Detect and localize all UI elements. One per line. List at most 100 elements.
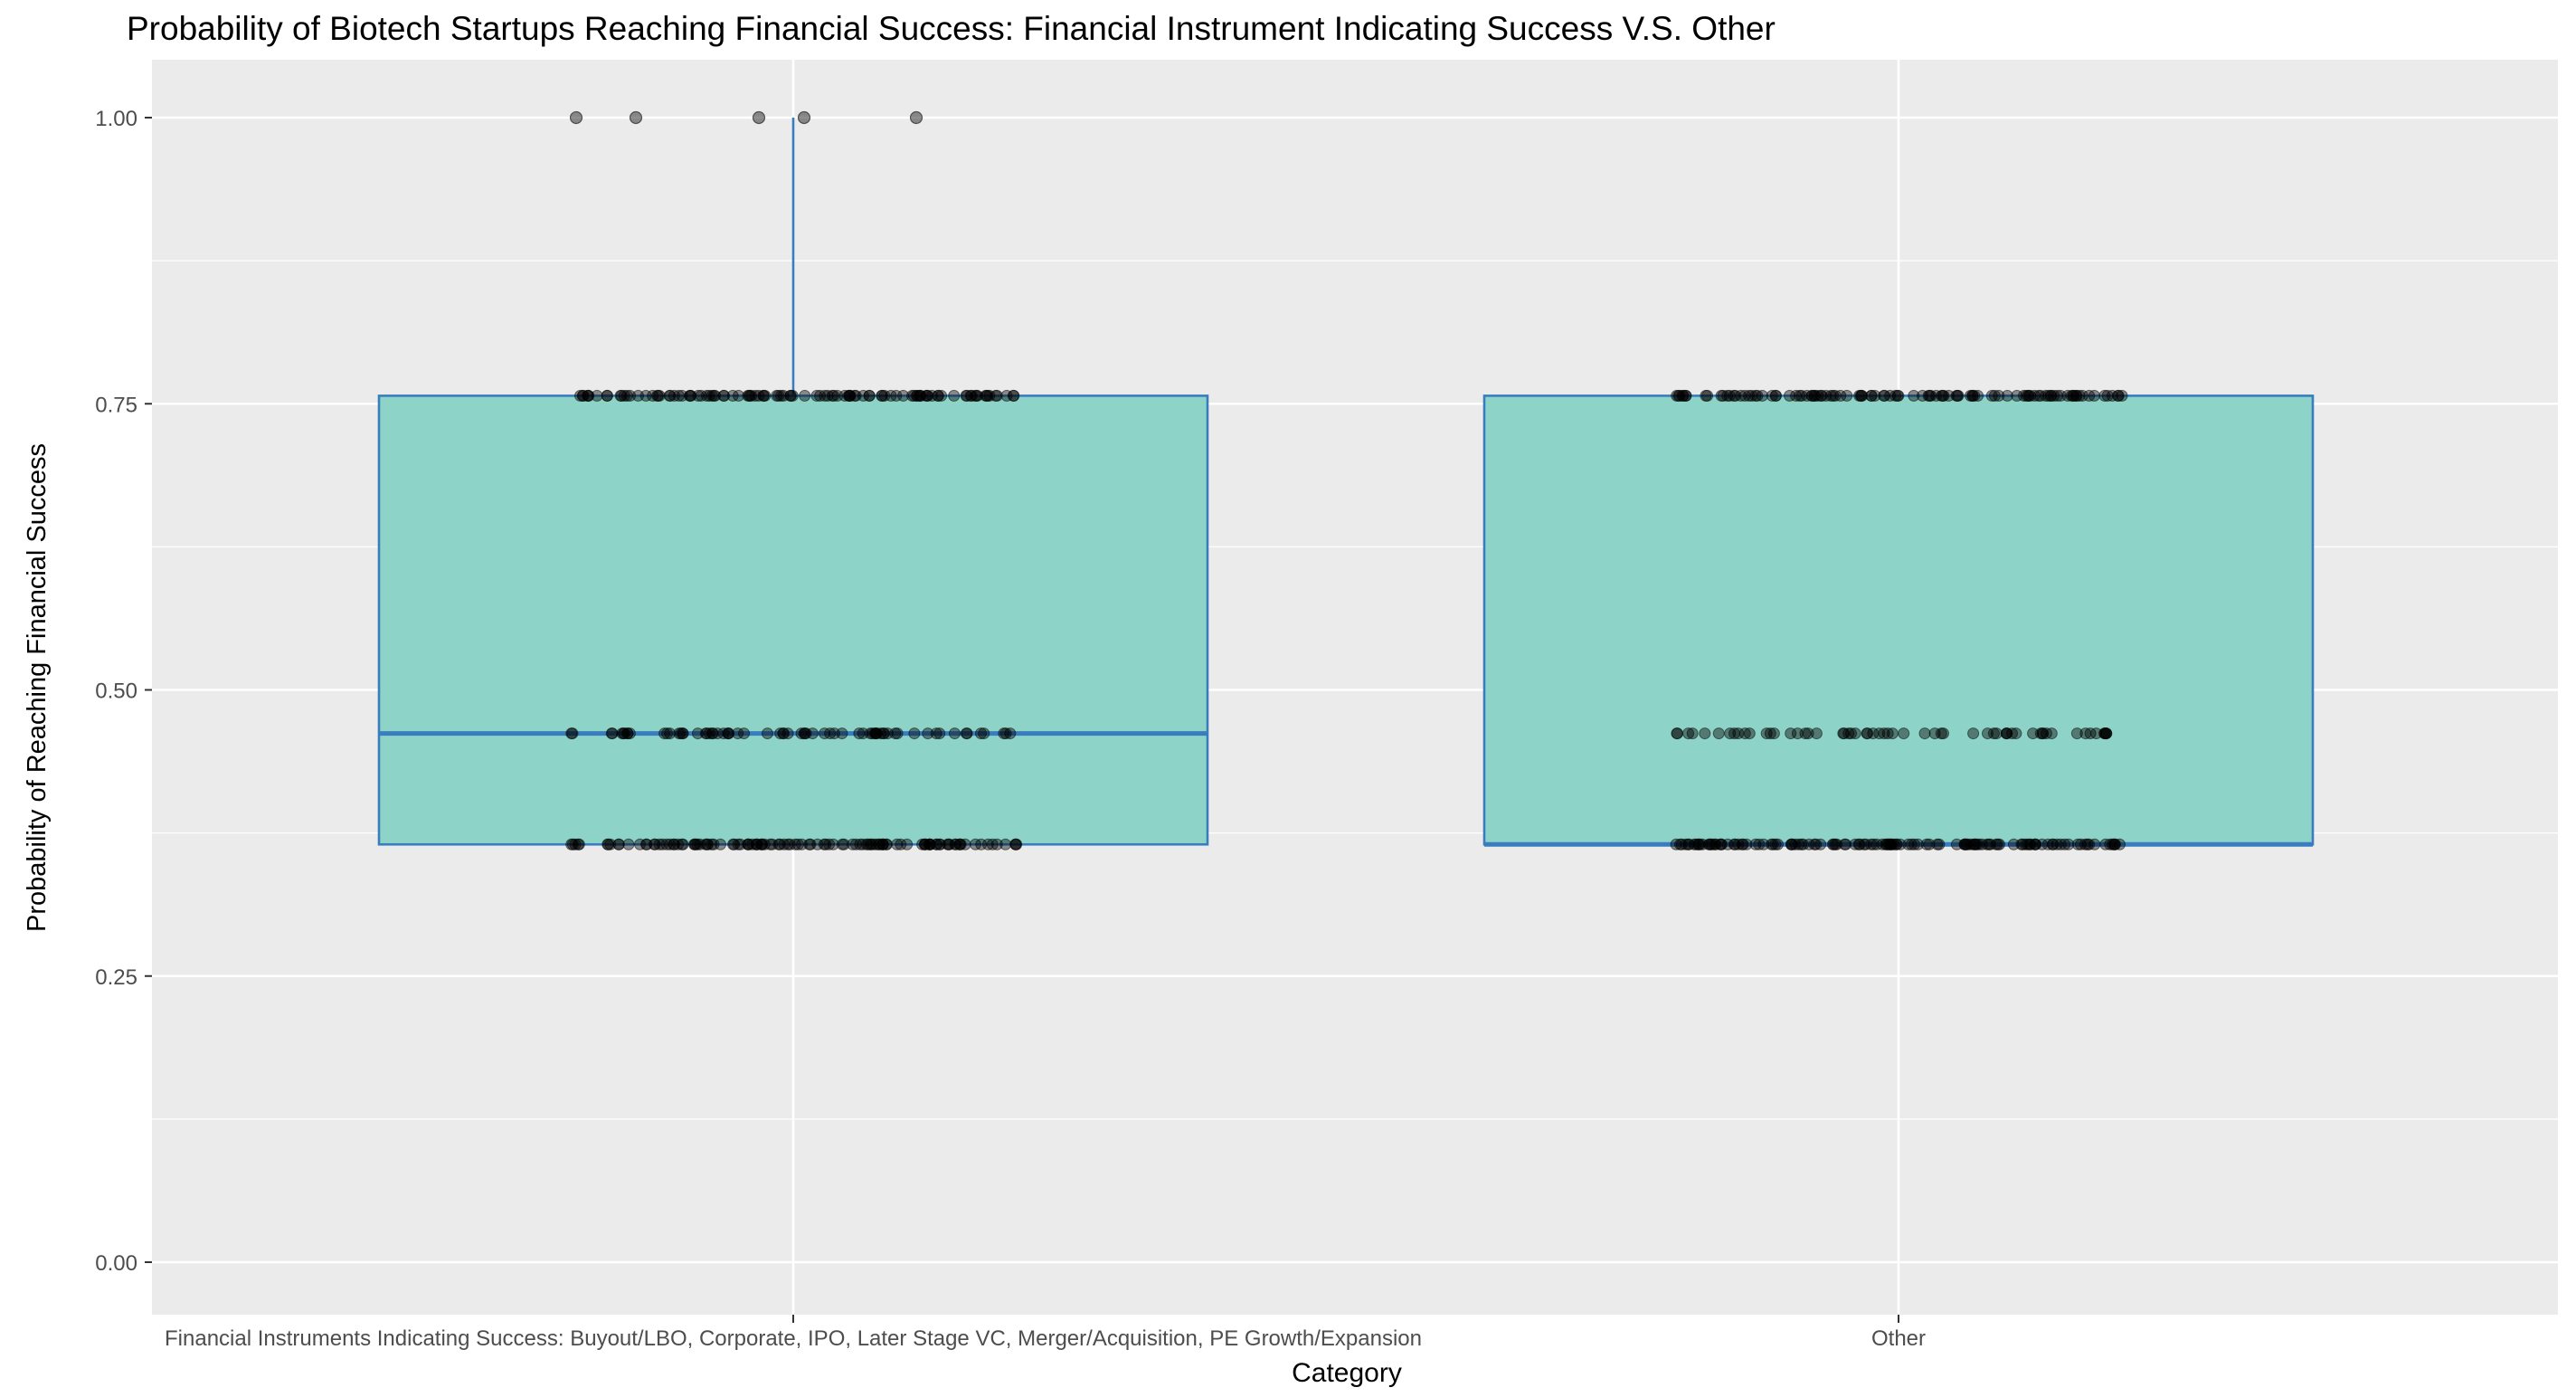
data-point — [1841, 389, 1853, 402]
data-point — [1993, 389, 2005, 402]
data-point — [2081, 838, 2094, 851]
data-point — [1671, 727, 1683, 740]
data-point — [709, 389, 722, 402]
data-point — [1853, 389, 1866, 402]
data-point — [1936, 389, 1948, 402]
y-tick-label: 0.75 — [95, 393, 137, 417]
data-point — [1008, 389, 1020, 402]
data-point — [823, 838, 836, 851]
data-point — [969, 389, 981, 402]
data-point — [1740, 838, 1753, 851]
data-point — [1911, 838, 1924, 851]
jitter-points — [565, 389, 2128, 851]
data-point — [869, 727, 882, 740]
data-point — [1827, 389, 1840, 402]
data-point — [949, 838, 961, 851]
data-point — [2036, 838, 2049, 851]
data-point — [668, 838, 680, 851]
data-point — [2116, 389, 2128, 402]
data-point — [908, 727, 921, 740]
y-tick-label: 1.00 — [95, 107, 137, 131]
data-point — [1982, 727, 1994, 740]
data-point — [1987, 727, 2000, 740]
data-point — [1746, 389, 1758, 402]
data-point — [2050, 389, 2063, 402]
data-point — [889, 727, 902, 740]
outlier-point — [569, 110, 583, 125]
data-point — [1860, 838, 1872, 851]
data-point — [692, 727, 704, 740]
data-point — [733, 389, 744, 402]
data-point — [1814, 838, 1827, 851]
data-point — [1928, 727, 1941, 740]
data-point — [961, 389, 973, 402]
data-point — [836, 838, 848, 851]
data-point — [854, 838, 867, 851]
data-point — [1769, 389, 1782, 402]
data-point — [677, 727, 689, 740]
y-tick-label: 0.00 — [95, 1251, 137, 1276]
data-point — [742, 838, 754, 851]
data-point — [634, 838, 646, 851]
box-1 — [377, 394, 1209, 846]
data-point — [1967, 727, 1980, 740]
data-point — [961, 727, 972, 740]
data-point — [1766, 838, 1777, 851]
data-point — [1923, 838, 1936, 851]
data-point — [1715, 389, 1728, 402]
data-point — [799, 389, 811, 402]
data-point — [1884, 389, 1897, 402]
data-point — [2001, 389, 2013, 402]
data-point — [1961, 838, 1974, 851]
data-point — [949, 727, 961, 740]
data-point — [1810, 838, 1823, 851]
data-point — [1965, 389, 1976, 402]
data-point — [689, 838, 702, 851]
data-point — [1010, 838, 1023, 851]
data-point — [1699, 727, 1711, 740]
data-point — [566, 838, 579, 851]
data-point — [2010, 727, 2022, 740]
data-point — [651, 389, 664, 402]
data-point — [738, 727, 750, 740]
data-point — [775, 389, 787, 402]
data-point — [1673, 389, 1686, 402]
data-point — [970, 838, 981, 851]
data-point — [1712, 727, 1725, 740]
y-axis-label: Probability of Reaching Financial Succes… — [23, 443, 52, 932]
data-point — [2101, 389, 2114, 402]
data-point — [1950, 389, 1963, 402]
data-point — [1810, 727, 1823, 740]
data-point — [2020, 389, 2032, 402]
data-point — [1937, 727, 1949, 740]
data-point — [707, 838, 720, 851]
data-point — [857, 727, 869, 740]
data-point — [849, 838, 862, 851]
data-point — [880, 838, 893, 851]
data-point — [664, 727, 677, 740]
data-point — [1004, 727, 1017, 740]
data-point — [766, 838, 779, 851]
data-point — [2083, 389, 2096, 402]
data-point — [1686, 727, 1699, 740]
data-point — [759, 389, 772, 402]
data-point — [1766, 389, 1778, 402]
data-point — [615, 389, 628, 402]
data-point — [1869, 389, 1881, 402]
data-point — [791, 838, 804, 851]
x-axis-label: Category — [1292, 1358, 1402, 1388]
x-tick-label: Financial Instruments Indicating Success… — [165, 1326, 1422, 1351]
data-point — [2047, 838, 2060, 851]
data-point — [566, 727, 579, 740]
data-point — [2001, 727, 2013, 740]
data-point — [749, 389, 762, 402]
data-point — [2098, 727, 2111, 740]
data-point — [762, 727, 773, 740]
data-point — [2019, 838, 2031, 851]
data-point — [2030, 838, 2042, 851]
outlier-point — [629, 110, 643, 125]
data-point — [745, 389, 758, 402]
data-point — [1873, 727, 1886, 740]
data-point — [2054, 389, 2067, 402]
